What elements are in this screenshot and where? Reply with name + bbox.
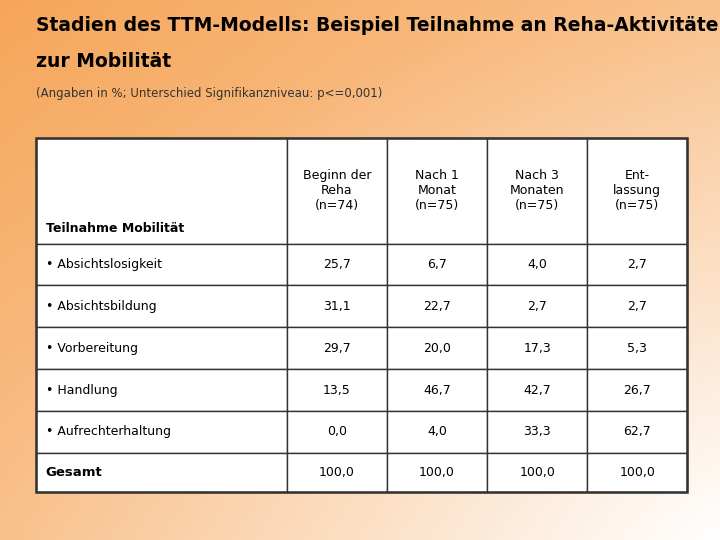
Bar <box>487 138 588 244</box>
Bar <box>36 411 287 453</box>
Bar <box>387 411 487 453</box>
Bar <box>588 411 687 453</box>
Bar <box>36 327 287 369</box>
Text: 0,0: 0,0 <box>327 426 347 438</box>
Bar <box>487 327 588 369</box>
Text: 2,7: 2,7 <box>627 300 647 313</box>
Bar <box>487 286 588 327</box>
Bar <box>287 453 387 492</box>
Text: 100,0: 100,0 <box>319 466 355 479</box>
Text: 33,3: 33,3 <box>523 426 551 438</box>
Text: 100,0: 100,0 <box>419 466 455 479</box>
Text: 2,7: 2,7 <box>527 300 547 313</box>
Bar <box>588 327 687 369</box>
Text: Beginn der
Reha
(n=74): Beginn der Reha (n=74) <box>302 170 371 212</box>
Text: • Vorbereitung: • Vorbereitung <box>46 342 138 355</box>
Bar <box>36 453 287 492</box>
Bar <box>36 369 287 411</box>
Text: 26,7: 26,7 <box>624 383 651 396</box>
Text: Gesamt: Gesamt <box>46 466 102 479</box>
Bar <box>487 369 588 411</box>
Text: 4,0: 4,0 <box>427 426 447 438</box>
Text: • Absichtslosigkeit: • Absichtslosigkeit <box>46 258 162 271</box>
Bar <box>36 244 287 286</box>
Text: 31,1: 31,1 <box>323 300 351 313</box>
Text: 46,7: 46,7 <box>423 383 451 396</box>
Bar <box>588 369 687 411</box>
Text: 100,0: 100,0 <box>519 466 555 479</box>
Bar <box>387 369 487 411</box>
Text: Nach 1
Monat
(n=75): Nach 1 Monat (n=75) <box>415 170 459 212</box>
Text: 29,7: 29,7 <box>323 342 351 355</box>
Bar <box>36 138 287 244</box>
Text: Teilnahme Mobilität: Teilnahme Mobilität <box>46 222 184 235</box>
Bar <box>387 286 487 327</box>
Text: Nach 3
Monaten
(n=75): Nach 3 Monaten (n=75) <box>510 170 564 212</box>
Text: 20,0: 20,0 <box>423 342 451 355</box>
Text: • Absichtsbildung: • Absichtsbildung <box>46 300 156 313</box>
Text: 22,7: 22,7 <box>423 300 451 313</box>
Bar <box>287 244 387 286</box>
Bar <box>287 286 387 327</box>
Text: Stadien des TTM-Modells: Beispiel Teilnahme an Reha-Aktivitäten: Stadien des TTM-Modells: Beispiel Teilna… <box>36 16 720 35</box>
Bar <box>387 244 487 286</box>
Text: (Angaben in %; Unterschied Signifikanzniveau: p<=0,001): (Angaben in %; Unterschied Signifikanzni… <box>36 87 382 100</box>
Text: 6,7: 6,7 <box>427 258 447 271</box>
Text: • Aufrechterhaltung: • Aufrechterhaltung <box>46 426 171 438</box>
Bar <box>287 411 387 453</box>
Bar <box>588 453 687 492</box>
Bar <box>287 327 387 369</box>
Text: zur Mobilität: zur Mobilität <box>36 52 171 71</box>
Bar <box>387 327 487 369</box>
Text: Ent-
lassung
(n=75): Ent- lassung (n=75) <box>613 170 661 212</box>
Bar <box>588 138 687 244</box>
Text: 25,7: 25,7 <box>323 258 351 271</box>
Bar <box>36 286 287 327</box>
Bar <box>287 138 387 244</box>
Bar <box>287 369 387 411</box>
Bar <box>387 453 487 492</box>
Text: 5,3: 5,3 <box>627 342 647 355</box>
Bar <box>487 411 588 453</box>
Text: 62,7: 62,7 <box>624 426 651 438</box>
Bar <box>588 286 687 327</box>
Bar <box>387 138 487 244</box>
Text: 100,0: 100,0 <box>619 466 655 479</box>
Bar <box>487 453 588 492</box>
Text: 2,7: 2,7 <box>627 258 647 271</box>
Text: 13,5: 13,5 <box>323 383 351 396</box>
Text: 42,7: 42,7 <box>523 383 551 396</box>
Text: • Handlung: • Handlung <box>46 383 117 396</box>
Text: 4,0: 4,0 <box>527 258 547 271</box>
Text: 17,3: 17,3 <box>523 342 551 355</box>
Bar <box>588 244 687 286</box>
Bar <box>487 244 588 286</box>
